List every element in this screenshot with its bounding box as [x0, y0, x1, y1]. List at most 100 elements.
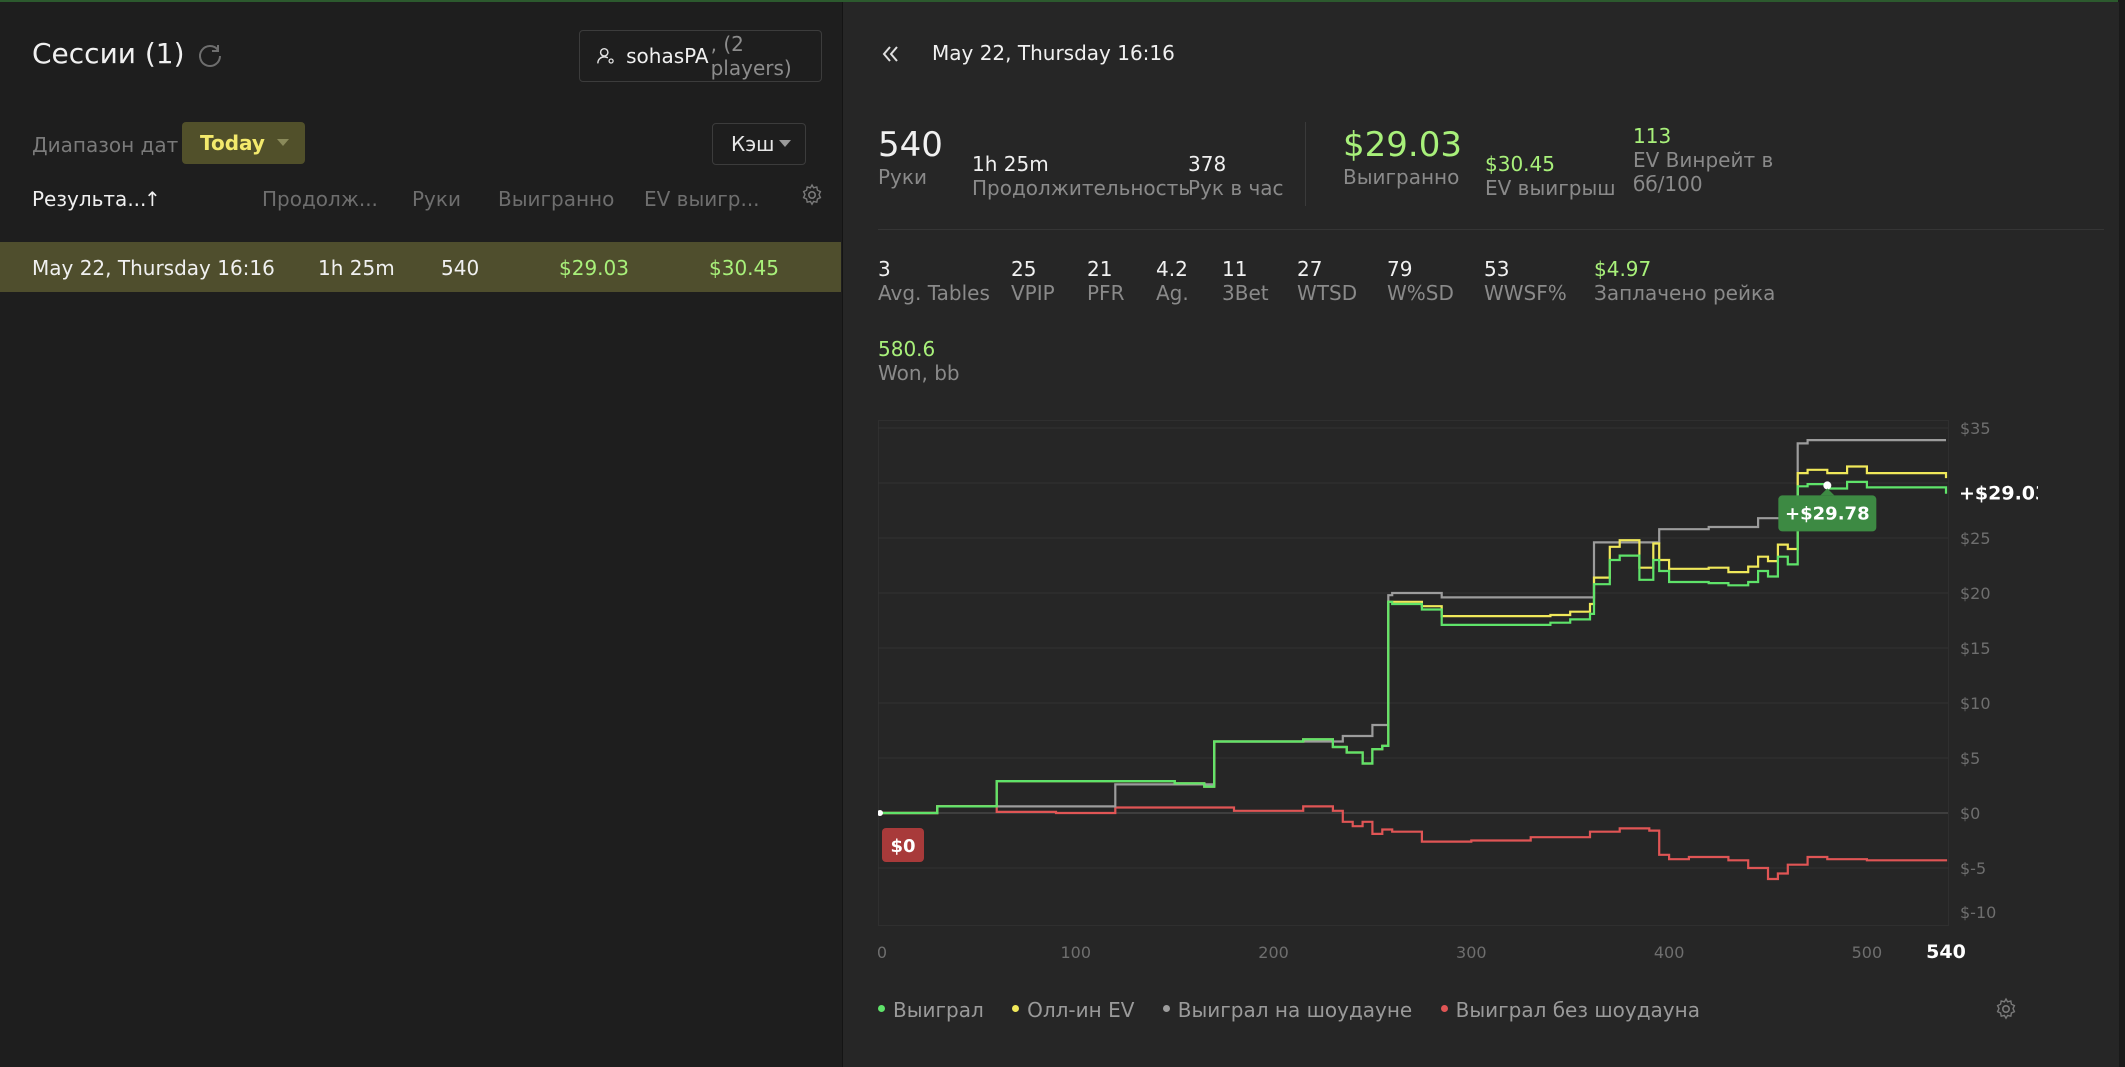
stat-won: $29.03 Выигранно	[1343, 125, 1462, 189]
sessions-panel: Сессии (1) sohasPA, (2 players) Диапазон…	[0, 2, 841, 1067]
legend-item-allin-ev[interactable]: Олл-ин EV	[1012, 998, 1134, 1022]
legend-label: Выиграл	[893, 998, 984, 1022]
stat-value: 580.6	[878, 337, 936, 361]
stat-vpip: 25 VPIP	[1011, 257, 1055, 305]
stat-label: Avg. Tables	[878, 281, 990, 305]
y-tick-label: $25	[1960, 529, 1991, 548]
stat-value: 3	[878, 257, 891, 281]
stat-ev-winrate-label-2: бб/100	[1633, 172, 1703, 196]
stat-wwsf: 53 WWSF%	[1484, 257, 1567, 305]
stat-label: PFR	[1087, 281, 1125, 305]
refresh-icon[interactable]	[196, 42, 224, 70]
x-tick-label: 300	[1456, 943, 1487, 962]
game-type-value: Кэш	[731, 132, 775, 156]
legend-dot	[1440, 1005, 1448, 1012]
stat-won-bb: 580.6 Won, bb	[878, 337, 960, 385]
stat-ev-won-label: EV выигрыш	[1485, 176, 1616, 200]
chevron-down-icon	[277, 139, 289, 146]
column-header-duration[interactable]: Продолж...	[262, 187, 378, 211]
chart-legend: Выиграл Олл-ин EV Выиграл на шоудауне Вы…	[878, 998, 1722, 1022]
stat-duration: 1h 25m Продолжительность	[972, 152, 1190, 200]
stat-hph-value: 378	[1188, 152, 1227, 176]
legend-label: Выиграл без шоудауна	[1455, 998, 1700, 1022]
legend-label: Олл-ин EV	[1027, 998, 1135, 1022]
stat-wsd: 79 W%SD	[1387, 257, 1454, 305]
stat-label: WTSD	[1297, 281, 1358, 305]
stat-value: 79	[1387, 257, 1413, 281]
row-hands: 540	[441, 256, 480, 280]
stat-value: $4.97	[1594, 257, 1652, 281]
sort-ascending-icon: ↑	[144, 187, 161, 211]
stat-duration-label: Продолжительность	[972, 176, 1191, 200]
stat-label: 3Bet	[1222, 281, 1269, 305]
session-title: May 22, Thursday 16:16	[932, 41, 1175, 65]
tooltip-label: +$29.78	[1785, 503, 1870, 524]
start-point	[878, 810, 883, 816]
summary-divider	[1305, 122, 1306, 206]
x-tick-label: 0	[878, 943, 887, 962]
date-range-value: Today	[200, 131, 265, 155]
y-tick-label: $-10	[1960, 903, 1996, 922]
y-tick-label: $15	[1960, 639, 1991, 658]
stat-won-value: $29.03	[1343, 125, 1462, 165]
gear-icon[interactable]	[1994, 997, 2018, 1021]
stat-ev-winrate-value: 113	[1633, 124, 1672, 148]
tooltip-pointer	[1820, 488, 1835, 496]
summary-separator	[878, 229, 2104, 230]
stat-wtsd: 27 WTSD	[1297, 257, 1357, 305]
session-detail-panel	[842, 2, 2119, 1067]
stat-duration-value: 1h 25m	[972, 152, 1049, 176]
game-type-dropdown[interactable]: Кэш	[712, 123, 806, 165]
stat-label: VPIP	[1011, 281, 1055, 305]
stat-label: WWSF%	[1484, 281, 1567, 305]
stat-hands: 540 Руки	[878, 125, 943, 189]
column-header-ev-won[interactable]: EV выигр...	[644, 187, 760, 211]
stat-won-label: Выигранно	[1343, 165, 1460, 189]
double-chevron-left-icon[interactable]	[878, 42, 902, 66]
legend-label: Выиграл на шоудауне	[1177, 998, 1413, 1022]
column-header-hands[interactable]: Руки	[412, 187, 461, 211]
legend-dot	[1012, 1005, 1020, 1012]
x-tick-label: 500	[1852, 943, 1883, 962]
stat-hands-value: 540	[878, 125, 943, 165]
sessions-title: Сессии (1)	[32, 37, 185, 70]
stat-value: 25	[1011, 257, 1037, 281]
stat-ev-won-value: $30.45	[1485, 152, 1555, 176]
results-chart: $35 $25 $20 $15 $10 $5 $0 $-5 $-10 0 100 200 300 400 5…	[878, 420, 2038, 963]
tooltip-box	[1778, 495, 1877, 532]
column-header-won[interactable]: Выигранно	[498, 187, 615, 211]
y-tick-label: $-5	[1960, 859, 1986, 878]
series-line	[878, 439, 1946, 815]
y-tick-label: $0	[1960, 804, 1980, 823]
legend-dot	[878, 1005, 885, 1012]
x-tick-label-current: 540	[1926, 941, 1966, 963]
user-settings-icon	[597, 47, 614, 64]
date-range-dropdown[interactable]: Today	[182, 122, 305, 164]
series-line	[878, 805, 1948, 881]
start-label-badge	[882, 828, 924, 862]
stat-hands-per-hour: 378 Рук в час	[1188, 152, 1284, 200]
stat-3bet: 11 3Bet	[1222, 257, 1269, 305]
legend-item-won[interactable]: Выиграл	[878, 998, 984, 1022]
tooltip-point	[1823, 481, 1832, 490]
x-tick-label: 200	[1258, 943, 1289, 962]
stat-value: 27	[1297, 257, 1323, 281]
column-header-result[interactable]: Результа...	[32, 187, 147, 211]
stat-hph-label: Рук в час	[1188, 176, 1284, 200]
stat-value: 4.2	[1156, 257, 1188, 281]
player-name: sohasPA	[626, 44, 709, 68]
row-won: $29.03	[559, 256, 629, 280]
date-range-label: Диапазон дат	[32, 133, 179, 157]
start-label: $0	[890, 836, 915, 857]
y-tick-label: $5	[1960, 749, 1980, 768]
stat-pfr: 21 PFR	[1087, 257, 1124, 305]
gear-icon[interactable]	[800, 183, 824, 207]
legend-item-showdown[interactable]: Выиграл на шоудауне	[1162, 998, 1413, 1022]
y-tick-label: $35	[1960, 420, 1991, 438]
series-line	[878, 480, 1948, 815]
table-row[interactable]: May 22, Thursday 16:16 1h 25m 540 $29.03…	[0, 242, 841, 292]
x-tick-label: 100	[1061, 943, 1092, 962]
legend-item-no-showdown[interactable]: Выиграл без шоудауна	[1440, 998, 1700, 1022]
stat-label: Won, bb	[878, 361, 960, 385]
player-selector-button[interactable]: sohasPA, (2 players)	[579, 30, 822, 82]
